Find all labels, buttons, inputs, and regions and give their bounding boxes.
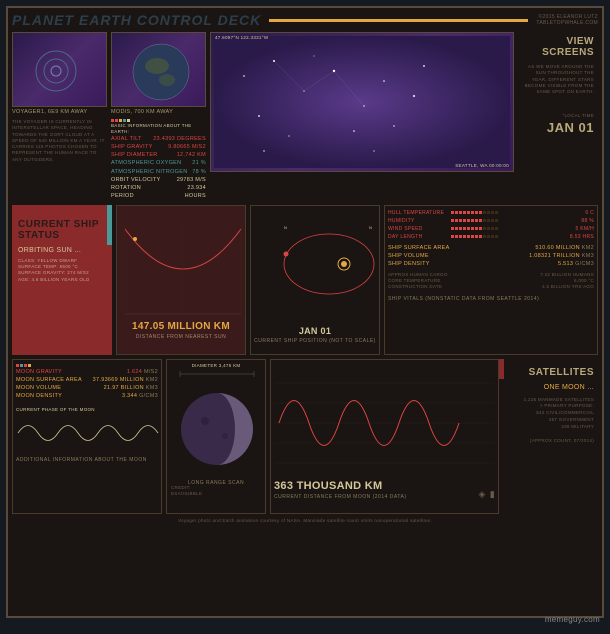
moon-graphic (170, 371, 264, 476)
orbit-graphic: NN (254, 209, 380, 324)
stat-row: ATMOSPHERIC NITROGEN78 % (111, 168, 206, 176)
accent (107, 205, 112, 245)
vital-row: WIND SPEED5 KM/H (388, 225, 594, 233)
localtime-label: "LOCAL TIME (522, 113, 594, 119)
stat-row: SHIP SURFACE AREA510.60 MILLION KM2 (388, 244, 594, 252)
stat-row: CONSTRUCTION DATE4.5 BILLION YRS AGO (388, 284, 594, 290)
viewscreens-panel: VIEW SCREENS AS WE MOVE AROUND THE SUN T… (518, 32, 598, 201)
title-bar: PLANET EARTH CONTROL DECK ©2015 ELEANOR … (12, 12, 598, 28)
stat-row: MOON SURFACE AREA37.93669 MILLION KM2 (16, 376, 158, 384)
distance-label: DISTANCE FROM NEAREST SUN (120, 334, 242, 340)
viewscreens-desc: AS WE MOVE AROUND THE SUN THROUGHOUT THE… (522, 64, 594, 95)
stats-header: BASIC INFORMATION ABOUT THE EARTH: (111, 123, 206, 135)
view-date: JAN 01 (522, 121, 594, 135)
svg-text:N: N (369, 225, 372, 230)
moon-bars (16, 364, 158, 367)
stat-row: SHIP VOLUME1.08321 TRILLION KM3 (388, 252, 594, 260)
status-title: CURRENT SHIP STATUS (18, 219, 106, 241)
moondist-panel: 363 THOUSAND KM CURRENT DISTANCE FROM MO… (270, 359, 499, 514)
diameter: DIAMETER 3,475 KM (170, 363, 262, 369)
stat-row: ORBIT VELOCITY29783 M/S (111, 176, 206, 184)
vital-row: HUMIDITY88 % (388, 217, 594, 225)
svg-text:N: N (284, 225, 287, 230)
row-bottom: MOON GRAVITY1.624 M/S2MOON SURFACE AREA3… (12, 359, 598, 514)
stat-bars (111, 119, 206, 122)
stat-row: ATMOSPHERIC OXYGEN21 % (111, 159, 206, 167)
scan-credit: CREDIT: ESA/HUBBLE (171, 485, 202, 497)
stat-row: SHIP DENSITY5.513 G/CM3 (388, 260, 594, 268)
moon-footer: ADDITIONAL INFORMATION ABOUT THE MOON (16, 457, 158, 463)
voyager-graphic (16, 36, 107, 107)
sat-desc: 1,235 MANMADE SATELLITES > PRIMARY PURPO… (507, 397, 594, 431)
stat-row: ROTATION PERIOD23.934 HOURS (111, 184, 206, 201)
viewscreens-title: VIEW SCREENS (522, 36, 594, 58)
position-label: CURRENT SHIP POSITION (NOT TO SCALE) (254, 338, 376, 344)
stat-row: AXIAL TILT23.4393 DEGREES (111, 135, 206, 143)
vital-row: DAY LENGTH8.53 HRS (388, 233, 594, 241)
stat-row: MOON GRAVITY1.624 M/S2 (16, 368, 158, 376)
earth-graphic (115, 36, 206, 107)
modis-screen (111, 32, 206, 107)
vital-row: HULL TEMPERATURE6 C (388, 209, 594, 217)
row-mid: CURRENT SHIP STATUS ORBITING SUN ... CLA… (12, 205, 598, 355)
sat-title: SATELLITES (507, 367, 594, 378)
sat-sub: ONE MOON ... (507, 384, 594, 391)
voyager-label: VOYAGER1, 6e9 KM AWAY (12, 109, 107, 115)
location: SEATTLE, WA 00:00:00 (455, 163, 509, 169)
sat-footer: (APPROX COUNT, 07/2014) (507, 438, 594, 444)
stat-row: MOON DENSITY3.344 G/CM3 (16, 392, 158, 400)
credit-block: ©2015 ELEANOR LUTZ TABLETOPWHALE.COM (536, 14, 598, 26)
status-sub: ORBITING SUN ... (18, 247, 106, 254)
signal-icons: ◈▮ (479, 489, 496, 500)
watermark: memeguy.com (545, 615, 600, 624)
credit-site: TABLETOPWHALE.COM (536, 20, 598, 26)
wifi-icon: ◈ (479, 489, 486, 500)
status-panel: CURRENT SHIP STATUS ORBITING SUN ... CLA… (12, 205, 112, 355)
stat-row: SHIP GRAVITY9.80665 M/S2 (111, 143, 206, 151)
earth-stats: BASIC INFORMATION ABOUT THE EARTH: AXIAL… (111, 119, 206, 201)
moondist-wave (274, 363, 495, 478)
moon-stats-panel: MOON GRAVITY1.624 M/S2MOON SURFACE AREA3… (12, 359, 162, 514)
moondist-label: CURRENT DISTANCE FROM MOON (2014 DATA) (274, 494, 407, 500)
title-accent-line (269, 19, 528, 22)
accent (499, 359, 504, 379)
modis-label: MODIS, 700 KM AWAY (111, 109, 206, 115)
footer-credit: Voyager photo and Earth animation courte… (12, 518, 598, 524)
signal-icon: ▮ (490, 489, 495, 500)
main-frame: PLANET EARTH CONTROL DECK ©2015 ELEANOR … (6, 6, 604, 618)
row-top: VOYAGER1, 6e9 KM AWAY THE VOYAGER IS CUR… (12, 32, 598, 201)
starfield-graphic (214, 36, 510, 168)
vitals-panel: HULL TEMPERATURE6 CHUMIDITY88 %WIND SPEE… (384, 205, 598, 355)
vitals-header: SHIP VITALS (NONSTATIC DATA FROM SEATTLE… (388, 296, 594, 302)
starfield-screen: 47.6097°N 122.3331°W SEATTLE, WA 00:00:0… (210, 32, 514, 172)
position-panel: NN JAN 01 CURRENT SHIP POSITION (NOT TO … (250, 205, 380, 355)
moondist-value: 363 THOUSAND KM (274, 480, 407, 492)
distance-panel: 147.05 MILLION KM DISTANCE FROM NEAREST … (116, 205, 246, 355)
satellites-panel: SATELLITES ONE MOON ... 1,235 MANMADE SA… (503, 359, 598, 514)
voyager-desc: THE VOYAGER IS CURRENTLY IN INTERSTELLAR… (12, 119, 107, 163)
scan-panel: DIAMETER 3,475 KM CREDIT: ESA/HUBBLE LON… (166, 359, 266, 514)
status-details: CLASS: YELLOW DWARF SURFACE TEMP: 5500 °… (18, 258, 106, 283)
stat-row: MOON VOLUME21.97 BILLION KM3 (16, 384, 158, 392)
coords: 47.6097°N 122.3331°W (215, 35, 268, 41)
voyager-screen (12, 32, 107, 107)
distance-value: 147.05 MILLION KM (120, 321, 242, 332)
position-date: JAN 01 (254, 326, 376, 336)
stat-row: SHIP DIAMETER12,742 KM (111, 151, 206, 159)
page-title: PLANET EARTH CONTROL DECK (12, 12, 261, 28)
distance-graph (120, 209, 246, 319)
moon-phase-wave (16, 413, 160, 453)
